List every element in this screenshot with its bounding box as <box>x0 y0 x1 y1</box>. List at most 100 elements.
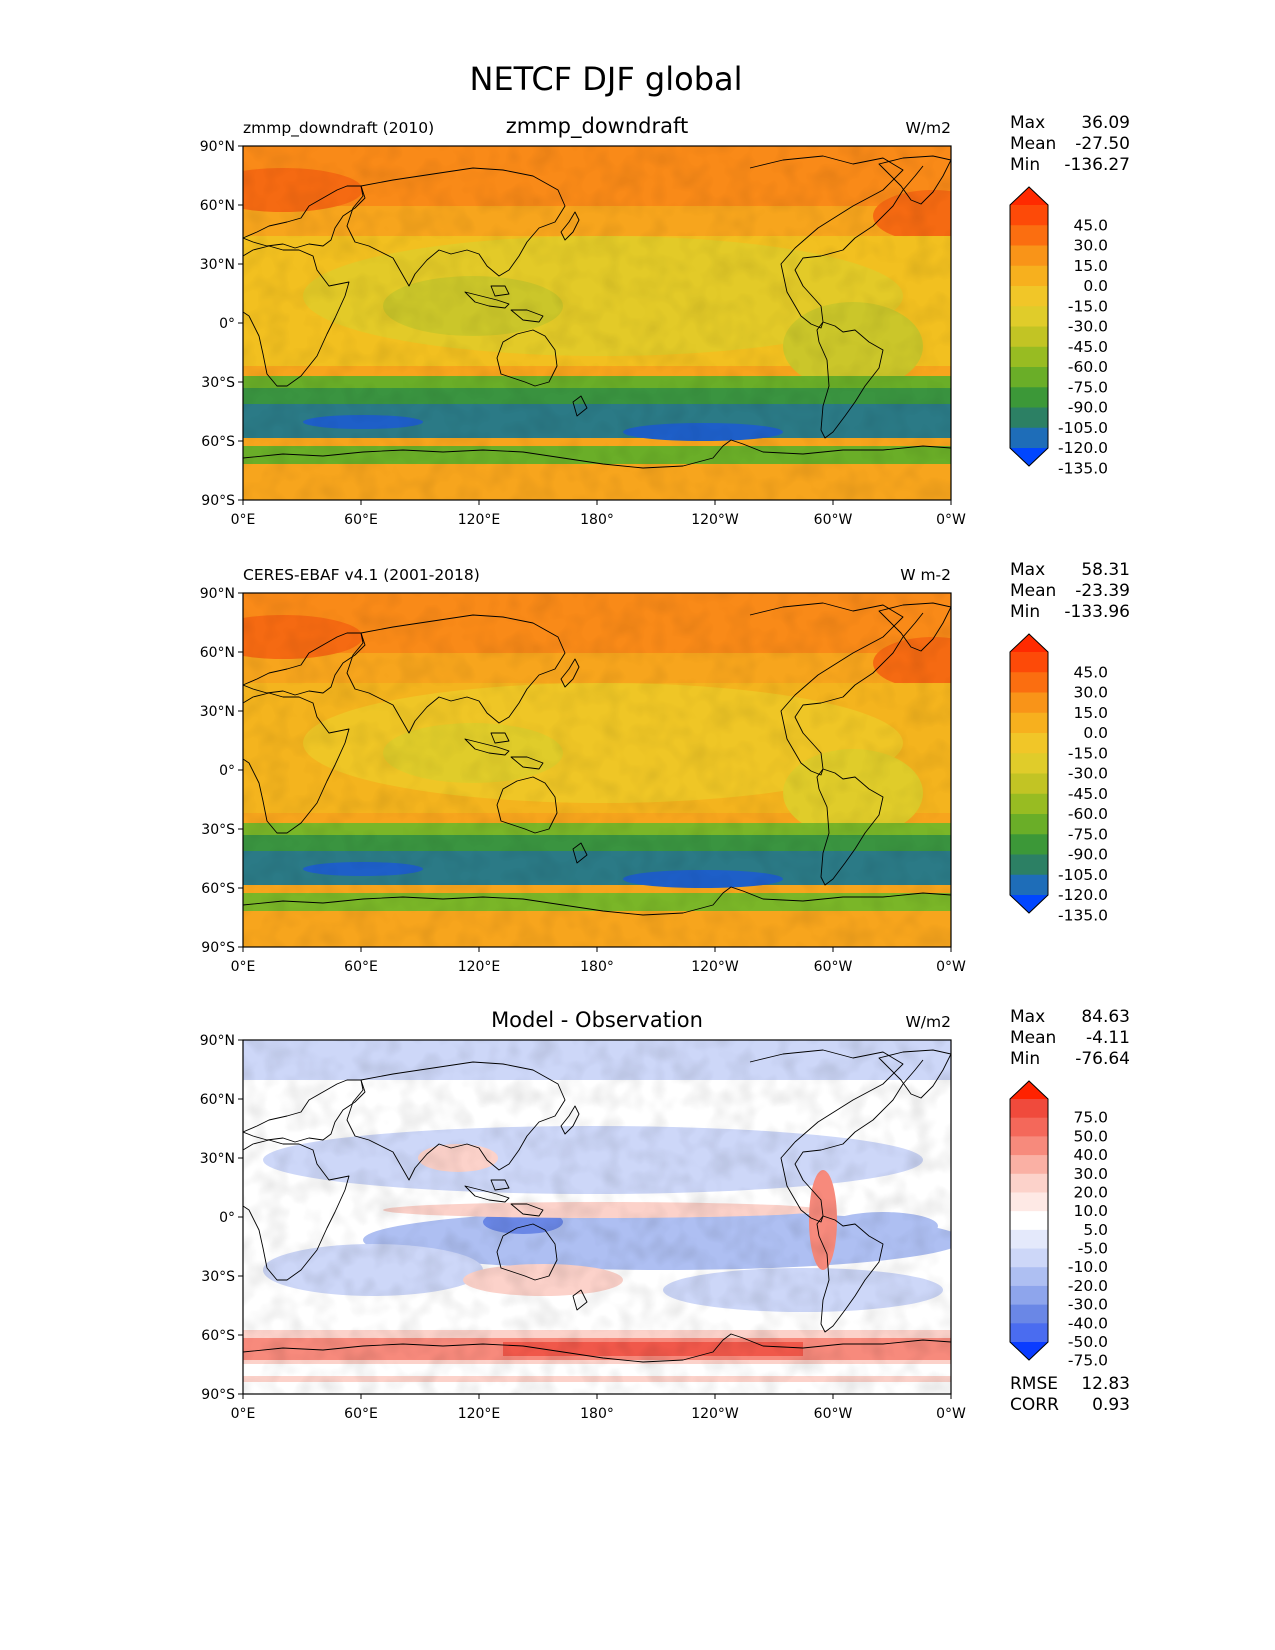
colorbar-tick-label: -5.0 <box>1078 1240 1108 1258</box>
lat-tick-label: 90°S <box>201 493 235 509</box>
colorbar-tick-label: -15.0 <box>1068 297 1108 315</box>
colorbar-tick-label: -75.0 <box>1068 825 1108 843</box>
colorbar-tick-label: 15.0 <box>1073 704 1108 722</box>
colorbar-tick-label: -45.0 <box>1068 785 1108 803</box>
lat-tick-label: 90°S <box>201 1387 235 1403</box>
panel-center-title: Model - Observation <box>491 1008 703 1032</box>
stat-value: 0.93 <box>1092 1395 1130 1415</box>
colorbar-tick-label: 0.0 <box>1083 277 1108 295</box>
lon-tick-label: 60°E <box>344 1406 378 1422</box>
lat-tick-label: 90°N <box>200 1033 235 1049</box>
lon-tick-label: 120°E <box>458 512 501 528</box>
stat-value: -23.39 <box>1075 581 1130 601</box>
colorbar-tick-label: -75.0 <box>1068 1352 1108 1370</box>
colorbar-tick-label: -40.0 <box>1068 1314 1108 1332</box>
stat-value: -76.64 <box>1075 1049 1130 1069</box>
units-label: W/m2 <box>905 119 951 137</box>
panel-center-title: zmmp_downdraft <box>506 114 689 139</box>
lon-tick-label: 60°W <box>814 959 853 975</box>
stat-value: 58.31 <box>1081 560 1130 580</box>
map-field <box>242 145 952 501</box>
stat-label: CORR <box>1010 1395 1059 1415</box>
lat-tick-label: 60°S <box>201 434 235 450</box>
colorbar-tick-label: 0.0 <box>1083 724 1108 742</box>
lon-tick-label: 120°W <box>691 959 739 975</box>
stat-label: Mean <box>1010 581 1056 601</box>
colorbar-tick-label: -90.0 <box>1068 399 1108 417</box>
lat-tick-label: 30°N <box>200 1151 235 1167</box>
lon-tick-label: 0°E <box>231 512 256 528</box>
panel-1: zmmp_downdraft (2010) zmmp_downdraft W/m2 9… <box>200 113 1130 528</box>
lat-tick-label: 0° <box>219 1210 235 1226</box>
colorbar-tick-label: -105.0 <box>1058 866 1108 884</box>
lat-tick-label: 90°N <box>200 586 235 602</box>
stat-label: Mean <box>1010 134 1056 154</box>
colorbar-tick-label: 30.0 <box>1073 684 1108 702</box>
lat-tick-label: 30°N <box>200 257 235 273</box>
colorbar-tick-label: -135.0 <box>1058 906 1108 924</box>
lat-tick-label: 60°N <box>200 645 235 661</box>
colorbar-tick-label: 40.0 <box>1073 1146 1108 1164</box>
stat-value: 36.09 <box>1081 113 1130 133</box>
lon-tick-label: 120°W <box>691 1406 739 1422</box>
lat-tick-label: 60°S <box>201 881 235 897</box>
lon-tick-label: 120°W <box>691 512 739 528</box>
lat-tick-label: 90°N <box>200 139 235 155</box>
colorbar-tick-label: -60.0 <box>1068 358 1108 376</box>
lon-tick-label: 60°W <box>814 1406 853 1422</box>
colorbar-tick-label: 10.0 <box>1073 1202 1108 1220</box>
lat-tick-label: 30°S <box>201 1269 235 1285</box>
lon-tick-label: 60°W <box>814 512 853 528</box>
lon-tick-label: 180° <box>580 959 614 975</box>
colorbar-tick-label: -15.0 <box>1068 744 1108 762</box>
colorbar: 45.0 30.0 15.0 0.0 -15.0 -30.0 -45.0 -60.0 -75.0… <box>1009 633 1108 924</box>
lat-tick-label: 0° <box>219 763 235 779</box>
colorbar-tick-label: 30.0 <box>1073 237 1108 255</box>
lon-tick-label: 120°E <box>458 1406 501 1422</box>
colorbar-tick-label: -20.0 <box>1068 1277 1108 1295</box>
lon-tick-label: 60°E <box>344 959 378 975</box>
lat-tick-label: 60°N <box>200 198 235 214</box>
colorbar-tick-label: 20.0 <box>1073 1183 1108 1201</box>
colorbar-tick-label: -10.0 <box>1068 1258 1108 1276</box>
stat-label: Min <box>1010 1049 1040 1069</box>
colorbar-tick-label: -120.0 <box>1058 439 1108 457</box>
colorbar-tick-label: 15.0 <box>1073 257 1108 275</box>
colorbar-tick-label: -135.0 <box>1058 459 1108 477</box>
colorbar: 75.050.040.030.020.010.05.0-5.0-10.0-20.… <box>1009 1080 1108 1370</box>
figure-title: NETCF DJF global <box>470 60 743 98</box>
lat-tick-label: 60°N <box>200 1092 235 1108</box>
panel-left-title: CERES-EBAF v4.1 (2001-2018) <box>243 566 480 584</box>
stat-label: Min <box>1010 602 1040 622</box>
colorbar-tick-label: -45.0 <box>1068 338 1108 356</box>
map-field <box>242 592 952 948</box>
stat-label: Mean <box>1010 1028 1056 1048</box>
stat-label: Min <box>1010 155 1040 175</box>
lat-tick-label: 30°S <box>201 375 235 391</box>
stat-value: -27.50 <box>1075 134 1130 154</box>
panel-3: Model - Observation W/m2 90°N 60°N 30°N 0° 30°… <box>200 1007 1130 1422</box>
colorbar-tick-label: -105.0 <box>1058 419 1108 437</box>
lon-tick-label: 0°W <box>936 512 966 528</box>
colorbar-tick-label: 45.0 <box>1073 663 1108 681</box>
colorbar-tick-label: 75.0 <box>1073 1109 1108 1127</box>
lon-tick-label: 0°E <box>231 1406 256 1422</box>
lon-tick-label: 180° <box>580 512 614 528</box>
panel-left-title: zmmp_downdraft (2010) <box>243 119 434 138</box>
stat-label: Max <box>1010 113 1045 133</box>
colorbar-tick-label: -75.0 <box>1068 378 1108 396</box>
colorbar-tick-label: -60.0 <box>1068 805 1108 823</box>
stat-value: -133.96 <box>1064 602 1130 622</box>
lat-tick-label: 30°S <box>201 822 235 838</box>
colorbar: 45.0 30.0 15.0 0.0 -15.0 -30.0 -45.0 -60.0 -75.0… <box>1009 186 1108 477</box>
panels: zmmp_downdraft (2010) zmmp_downdraft W/m2 9… <box>200 113 1130 1422</box>
colorbar-tick-label: -120.0 <box>1058 886 1108 904</box>
lon-tick-label: 120°E <box>458 959 501 975</box>
colorbar-tick-label: 30.0 <box>1073 1165 1108 1183</box>
stat-value: 84.63 <box>1081 1007 1130 1027</box>
map-field <box>242 1039 952 1395</box>
stat-label: Max <box>1010 1007 1045 1027</box>
stat-value: 12.83 <box>1081 1374 1130 1394</box>
lat-tick-label: 90°S <box>201 940 235 956</box>
